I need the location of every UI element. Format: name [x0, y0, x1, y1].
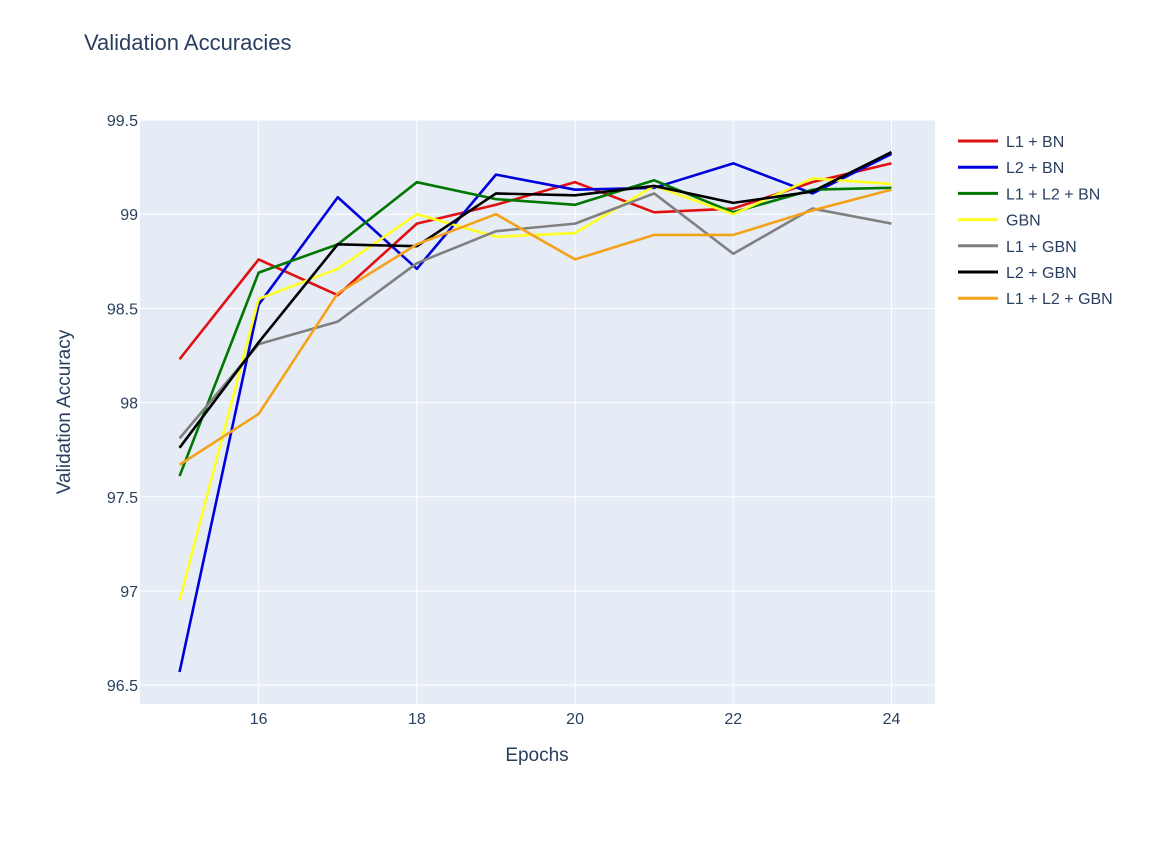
x-tick-label: 16	[250, 711, 268, 728]
legend-label: L2 + GBN	[1006, 265, 1077, 282]
series-line-l1-gbn	[178, 192, 892, 440]
legend-label: L1 + GBN	[1006, 239, 1077, 256]
legend-item[interactable]: GBN	[958, 213, 1041, 230]
legend-label: L1 + L2 + GBN	[1006, 291, 1113, 308]
legend-item[interactable]: L1 + L2 + GBN	[958, 291, 1113, 308]
y-tick-label: 98	[120, 396, 138, 413]
y-tick-label: 98.5	[107, 301, 138, 318]
legend-label: L2 + BN	[1006, 160, 1064, 177]
legend: L1 + BN L2 + BN L1 + L2 + BN GBN L1 + GBN L2 …	[958, 134, 1113, 308]
y-tick-label: 99	[120, 207, 138, 224]
x-tick-label: 18	[408, 711, 426, 728]
y-axis-ticks: 96.5 97 97.5 98 98.5 99 99.5	[107, 113, 138, 695]
x-tick-label: 24	[883, 711, 901, 728]
legend-item[interactable]: L2 + BN	[958, 160, 1064, 177]
y-tick-label: 99.5	[107, 113, 138, 130]
legend-item[interactable]: L1 + BN	[958, 134, 1064, 151]
y-tick-label: 97.5	[107, 490, 138, 507]
legend-item[interactable]: L1 + L2 + BN	[958, 186, 1100, 203]
y-tick-label: 97	[120, 584, 138, 601]
legend-item[interactable]: L1 + GBN	[958, 239, 1077, 256]
legend-label: L1 + BN	[1006, 134, 1064, 151]
series-line-l2-gbn	[178, 150, 893, 449]
plot-area	[140, 120, 935, 704]
series-line-l1-l2-gbn	[178, 188, 892, 466]
x-axis-title: Epochs	[505, 745, 568, 766]
series-line-l2-bn	[178, 152, 893, 673]
y-axis-title: Validation Accuracy	[54, 329, 75, 494]
legend-label: L1 + L2 + BN	[1006, 186, 1100, 203]
series-lines	[178, 150, 893, 673]
chart-title: Validation Accuracies	[84, 30, 292, 55]
x-axis-ticks: 16 18 20 22 24	[250, 711, 901, 728]
legend-label: GBN	[1006, 213, 1041, 230]
x-tick-label: 22	[724, 711, 742, 728]
x-tick-label: 20	[566, 711, 584, 728]
series-line-l1-l2-bn	[178, 178, 892, 477]
legend-item[interactable]: L2 + GBN	[958, 265, 1077, 282]
y-tick-label: 96.5	[107, 678, 138, 695]
